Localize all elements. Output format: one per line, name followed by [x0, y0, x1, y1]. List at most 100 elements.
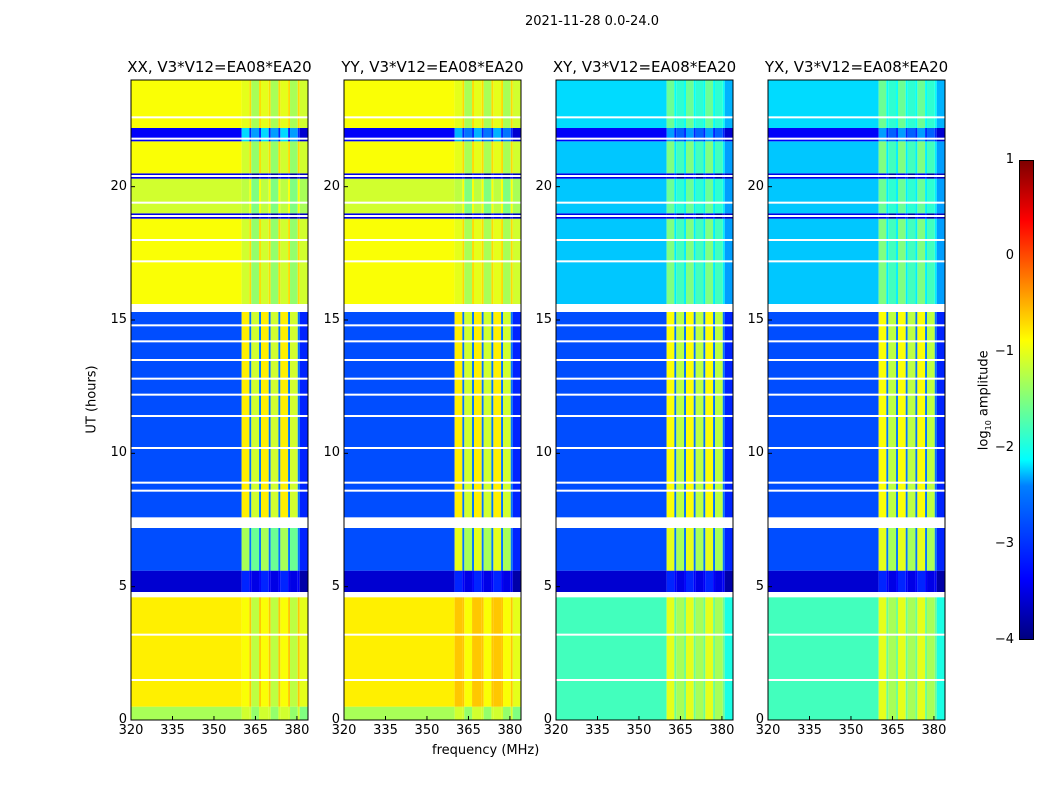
- heatmap-cell: [472, 597, 474, 707]
- heatmap-cell: [722, 128, 725, 142]
- heatmap-cell: [556, 141, 667, 174]
- heatmap-cell: [722, 141, 725, 174]
- heatmap-cell: [724, 597, 733, 720]
- heatmap-cell: [510, 178, 513, 214]
- heatmap-cell: [917, 597, 926, 720]
- heatmap-cell: [297, 597, 300, 707]
- flagged-row: [344, 519, 521, 521]
- heatmap-cell: [927, 80, 935, 128]
- heatmap-cell: [251, 128, 260, 142]
- heatmap-cell: [905, 570, 908, 592]
- heatmap-cell: [685, 141, 694, 174]
- panel-frame: [343, 79, 522, 721]
- flagged-row: [131, 633, 308, 636]
- heatmap-cell: [280, 80, 289, 128]
- heatmap-cell: [685, 312, 694, 518]
- flagged-row: [768, 593, 945, 596]
- heatmap-cell: [259, 570, 261, 592]
- flagged-row: [131, 524, 308, 527]
- flagged-row: [131, 175, 308, 177]
- heatmap-cell: [722, 178, 725, 214]
- flagged-row: [131, 481, 308, 484]
- flagged-row: [556, 633, 733, 636]
- heatmap-cell: [927, 528, 935, 571]
- heatmap-cell: [464, 80, 473, 128]
- flagged-row: [768, 489, 945, 492]
- heatmap-cell: [278, 528, 281, 571]
- heatmap-cell: [280, 141, 289, 174]
- x-tick-label: 350: [414, 723, 440, 738]
- heatmap-cell: [503, 706, 511, 720]
- heatmap-cell: [896, 80, 898, 128]
- heatmap-cell: [705, 570, 714, 592]
- heatmap-cell: [510, 141, 513, 174]
- heatmap-cell: [483, 128, 492, 142]
- heatmap-cell: [705, 528, 714, 571]
- heatmap-cell: [131, 312, 242, 518]
- heatmap-cell: [703, 528, 706, 571]
- heatmap-cell: [768, 312, 879, 518]
- heatmap-cell: [925, 141, 928, 174]
- heatmap-cell: [768, 570, 879, 592]
- heatmap-cell: [915, 128, 918, 142]
- heatmap-cell: [241, 312, 250, 518]
- heatmap-cell: [481, 528, 484, 571]
- heatmap-cell: [503, 178, 511, 214]
- heatmap-cell: [674, 597, 677, 720]
- y-tick-label: 10: [535, 445, 552, 461]
- heatmap-cell: [715, 528, 723, 571]
- heatmap-cell: [462, 570, 465, 592]
- heatmap-cell: [483, 528, 492, 571]
- heatmap-cell: [917, 570, 926, 592]
- flagged-row: [344, 447, 521, 449]
- flagged-row: [131, 116, 308, 119]
- heatmap-cell: [915, 597, 918, 720]
- heatmap-cell: [556, 570, 667, 592]
- heatmap-cell: [288, 178, 291, 214]
- flagged-row: [344, 260, 521, 263]
- heatmap-cell: [270, 706, 279, 720]
- figure-suptitle: 2021-11-28 0.0-24.0: [525, 14, 659, 29]
- heatmap-cell: [481, 141, 484, 174]
- flagged-row: [768, 679, 945, 681]
- heatmap-cell: [693, 80, 696, 128]
- heatmap-cell: [344, 706, 455, 720]
- heatmap-cell: [259, 706, 261, 720]
- heatmap-cell: [259, 178, 261, 214]
- heatmap-cell: [483, 312, 492, 518]
- heatmap-cell: [481, 312, 484, 518]
- heatmap-cell: [927, 597, 935, 720]
- x-tick-label: 335: [585, 723, 610, 738]
- panel-title: YX, V3*V12=EA08*EA20: [764, 58, 949, 76]
- heatmap-cell: [290, 570, 298, 592]
- heatmap-cell: [290, 128, 298, 142]
- heatmap-cell: [695, 80, 704, 128]
- heatmap-cell: [917, 178, 926, 214]
- flagged-row: [344, 215, 521, 217]
- heatmap-cell: [510, 80, 513, 128]
- x-tick-label: 320: [543, 723, 569, 738]
- heatmap-cell: [464, 528, 473, 571]
- heatmap-cell: [676, 141, 685, 174]
- heatmap-cell: [344, 597, 455, 707]
- heatmap-cell: [278, 80, 281, 128]
- flagged-row: [768, 481, 945, 484]
- flagged-row: [344, 308, 521, 311]
- y-axis-label: UT (hours): [84, 365, 100, 434]
- flagged-row: [344, 489, 521, 492]
- heatmap-cell: [473, 141, 482, 174]
- heatmap-cell: [936, 597, 945, 720]
- heatmap-cell: [878, 141, 887, 174]
- heatmap-cell: [481, 80, 484, 128]
- y-tick-label: 10: [747, 445, 764, 461]
- heatmap-cell: [936, 570, 945, 592]
- heatmap-cell: [493, 128, 502, 142]
- heatmap-cell: [713, 570, 716, 592]
- heatmap-cell: [297, 128, 300, 142]
- heatmap-cell: [925, 528, 928, 571]
- heatmap-cell: [501, 312, 504, 518]
- heatmap-cell: [695, 570, 704, 592]
- heatmap-cell: [503, 80, 511, 128]
- heatmap-cell: [695, 597, 704, 720]
